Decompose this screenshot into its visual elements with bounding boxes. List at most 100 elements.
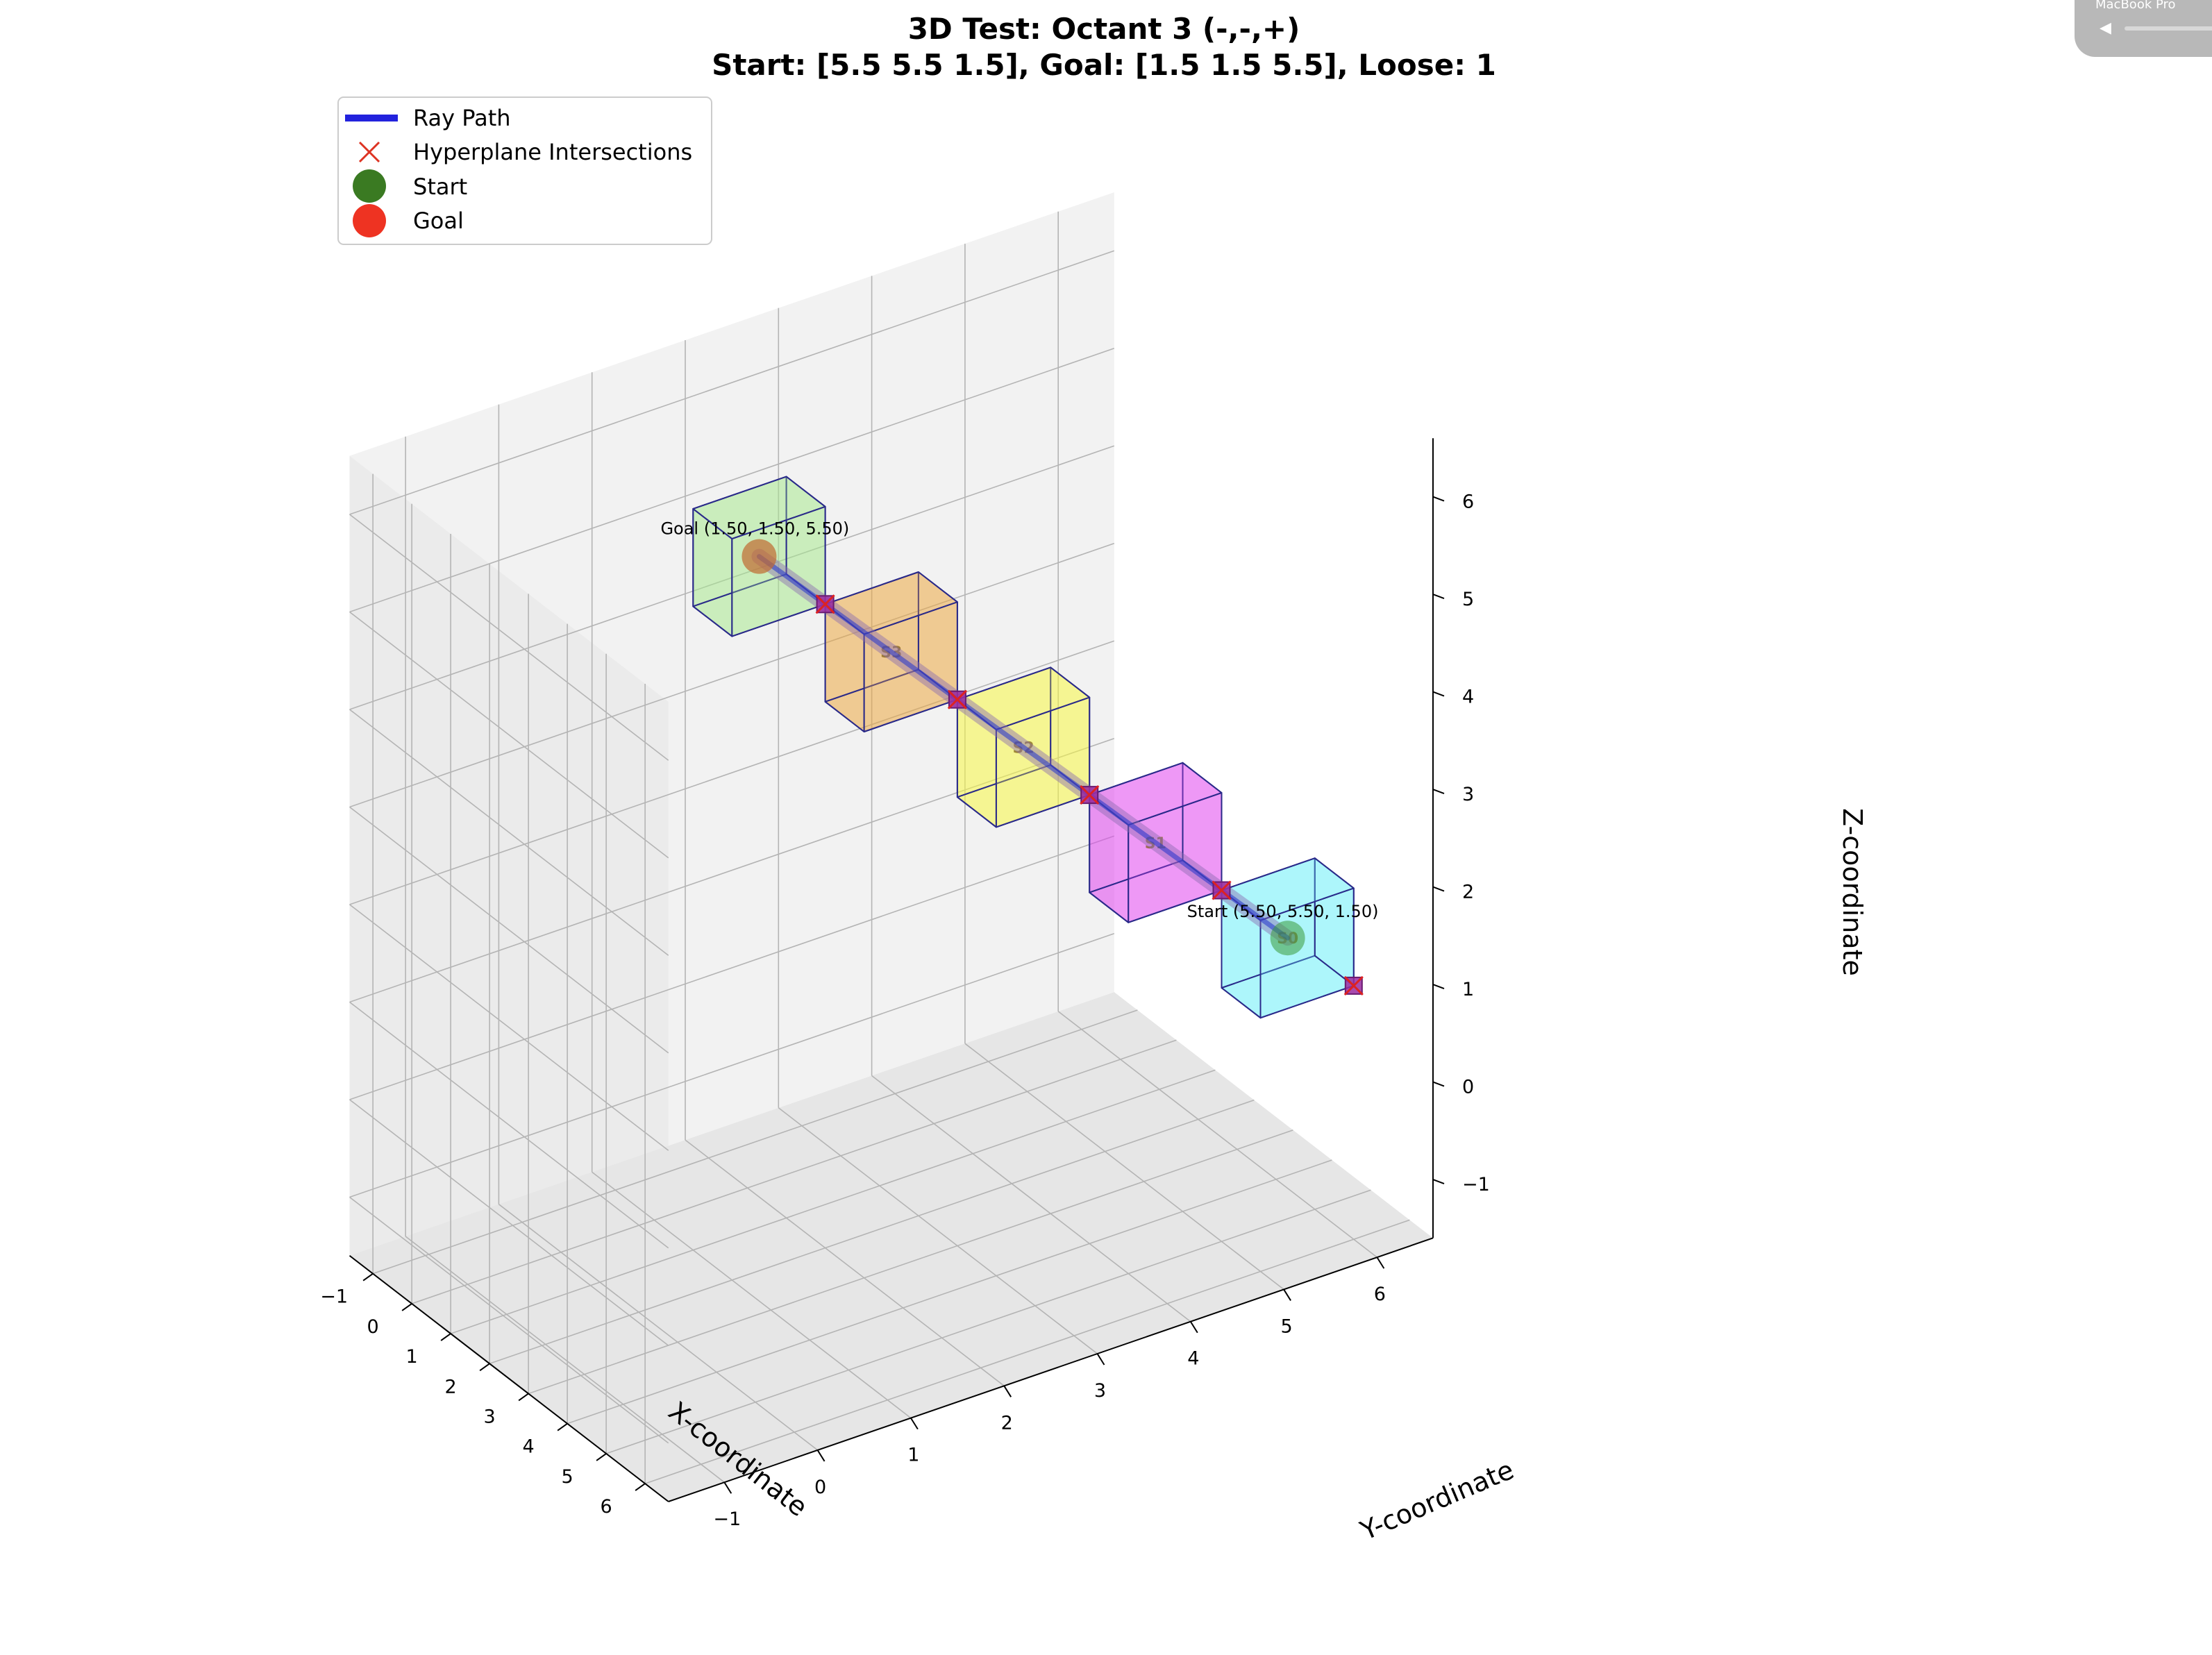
x-tick-mark xyxy=(440,1333,451,1341)
intersection-x xyxy=(947,689,967,709)
grid-ypane-z xyxy=(349,611,669,859)
y-tick-label: 3 xyxy=(1094,1380,1106,1402)
ray-path-line xyxy=(751,548,1296,946)
goal-marker xyxy=(741,539,777,574)
volume-slider xyxy=(2125,26,2212,31)
chart-title-line-1: 3D Test: Octant 3 (-,-,+) xyxy=(908,12,1300,46)
legend-label-ray-path: Ray Path xyxy=(413,105,511,131)
grid-floor-x xyxy=(372,1009,1138,1275)
grid-xpane-z xyxy=(349,738,1115,1003)
legend-frame xyxy=(337,96,712,245)
x-tick-label: 6 xyxy=(601,1496,612,1518)
x-tick-mark xyxy=(635,1483,646,1491)
grid-floor-x xyxy=(450,1069,1216,1334)
grid-floor-x xyxy=(411,1039,1177,1304)
cube-face xyxy=(692,476,826,540)
y-tick-mark xyxy=(1003,1385,1012,1397)
x-tick-mark xyxy=(479,1363,490,1372)
legend-label-start: Start xyxy=(413,174,467,200)
grid-xpane-z xyxy=(349,640,1115,905)
axes-panes xyxy=(349,192,1433,1502)
x-axis-line xyxy=(349,1254,669,1502)
intersection-x xyxy=(1343,975,1364,995)
goal-label: Goal (1.50, 1.50, 5.50) xyxy=(660,519,849,539)
chart-title-line-2: Start: [5.5 5.5 1.5], Goal: [1.5 1.5 5.5… xyxy=(712,48,1496,82)
grid-floor-x xyxy=(528,1129,1293,1395)
grid-ypane-z xyxy=(349,514,669,761)
pane-floor xyxy=(349,992,1433,1502)
y-tick-mark xyxy=(723,1481,732,1494)
grid-ypane-z xyxy=(349,904,669,1151)
legend-goal-marker xyxy=(353,204,386,237)
z-tick-mark xyxy=(1432,984,1445,989)
x-tick-label: 0 xyxy=(367,1316,379,1338)
intersection-marker xyxy=(947,689,967,709)
grid-floor-y xyxy=(405,1236,725,1483)
grid-ypane-z xyxy=(349,1099,669,1346)
grid-floor-y xyxy=(1057,1011,1377,1258)
grid-xpane-z xyxy=(349,933,1115,1198)
legend-label-goal: Goal xyxy=(413,208,464,234)
y-tick-label: 1 xyxy=(907,1445,919,1466)
overlay-label: MacBook Pro xyxy=(2095,0,2176,12)
grid-floor-y xyxy=(964,1043,1284,1291)
grid-xpane-z xyxy=(349,250,1115,515)
cube-s3: S3 xyxy=(824,571,958,732)
grid-ypane-z xyxy=(349,709,669,956)
y-tick-mark xyxy=(1189,1321,1198,1334)
z-tick-mark xyxy=(1432,1081,1445,1087)
intersection-x xyxy=(1080,785,1100,805)
legend-start-marker xyxy=(353,169,386,203)
x-tick-mark xyxy=(401,1303,412,1311)
grid-xpane-z xyxy=(349,348,1115,613)
speaker-icon: ◀ xyxy=(2100,19,2111,37)
x-tick-label: 1 xyxy=(406,1346,418,1368)
intersection-marker xyxy=(1212,880,1232,900)
z-tick-mark xyxy=(1432,594,1445,599)
y-tick-label: 4 xyxy=(1187,1348,1199,1370)
x-tick-label: 3 xyxy=(484,1406,496,1427)
y-tick-mark xyxy=(1096,1353,1105,1366)
z-tick-mark xyxy=(1432,691,1445,697)
z-tick-label: 1 xyxy=(1462,979,1474,1000)
x-tick-mark xyxy=(518,1393,529,1402)
z-axis-label: Z-coordinate xyxy=(1837,808,1868,976)
grid-floor-x xyxy=(605,1189,1371,1454)
grid-ypane-z xyxy=(349,806,669,1054)
grid-floor-y xyxy=(778,1107,1098,1354)
z-tick-label: 3 xyxy=(1462,784,1474,805)
z-tick-label: 2 xyxy=(1462,882,1474,903)
tick-labels: −1 −1 −1 0 0 0 1 1 1 2 2 2 3 3 3 4 4 4 5 5 5 6 6 6 xyxy=(320,492,1490,1531)
z-tick-mark xyxy=(1432,496,1445,502)
grid-floor-y xyxy=(685,1139,1005,1386)
y-tick-label: −1 xyxy=(713,1509,741,1530)
grid-ypane-z xyxy=(349,1196,669,1444)
y-tick-label: 6 xyxy=(1374,1284,1386,1305)
axis-lines xyxy=(349,438,1434,1502)
intersection-marker xyxy=(1080,785,1100,805)
y-tick-label: 0 xyxy=(814,1477,826,1498)
y-tick-mark xyxy=(1283,1288,1291,1301)
intersection-x xyxy=(815,594,835,614)
legend-label-intersections: Hyperplane Intersections xyxy=(413,139,692,165)
x-tick-label: 4 xyxy=(523,1436,535,1458)
z-tick-label: 4 xyxy=(1462,687,1474,708)
x-tick-label: 5 xyxy=(562,1466,573,1488)
x-tick-mark xyxy=(557,1422,568,1431)
z-tick-mark xyxy=(1432,1179,1445,1184)
y-tick-mark xyxy=(816,1450,826,1462)
y-axis-line xyxy=(668,1237,1434,1502)
y-tick-mark xyxy=(910,1418,919,1430)
z-tick-label: 6 xyxy=(1462,492,1474,513)
volume-overlay: MacBook Pro ◀ xyxy=(2075,0,2212,57)
intersection-marker xyxy=(1343,975,1364,995)
grid-xpane-z xyxy=(349,543,1115,808)
z-tick-mark xyxy=(1432,789,1445,794)
y-axis-label: Y-coordinate xyxy=(1355,1454,1518,1547)
start-label: Start (5.50, 5.50, 1.50) xyxy=(1187,902,1379,921)
x-tick-label: −1 xyxy=(320,1286,348,1308)
z-tick-label: 5 xyxy=(1462,589,1474,610)
x-tick-label: 2 xyxy=(445,1376,457,1397)
y-tick-label: 2 xyxy=(1001,1412,1013,1434)
